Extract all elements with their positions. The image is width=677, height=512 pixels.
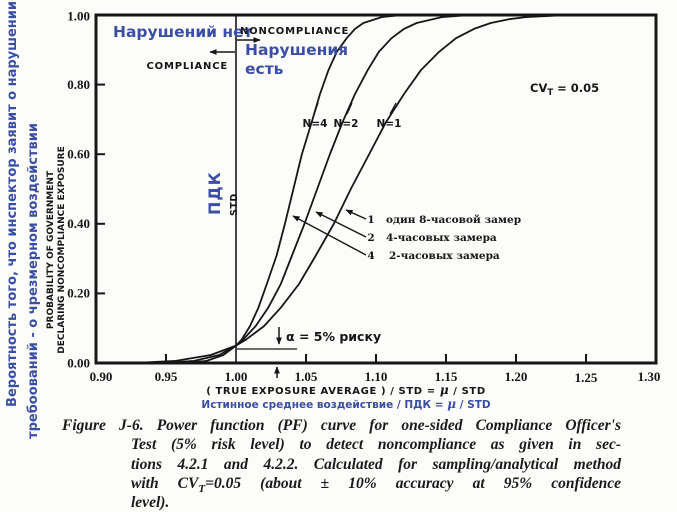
caption-figure-label: Figure J-6. xyxy=(62,417,144,434)
mu-symbol-en: μ xyxy=(440,383,449,397)
legend-arrow-n2 xyxy=(315,211,367,238)
legend-arrow-n1 xyxy=(345,209,367,220)
x-axis-title-english: ( TRUE EXPOSURE AVERAGE ) / STD = μ / ST… xyxy=(206,383,486,397)
alpha-risk-label: α = 5% риску xyxy=(286,329,381,344)
caption-line4-sub: T xyxy=(198,482,206,495)
pdk-label-ru: ПДК xyxy=(205,171,224,215)
caption-line5-text: level). xyxy=(131,494,170,512)
x-axis-en-pre: ( TRUE EXPOSURE AVERAGE ) / STD = xyxy=(206,386,440,397)
caption-line2-text: Test (5% risk level) to detect noncompli… xyxy=(131,436,621,454)
x-tick-label-100: 1.00 xyxy=(225,369,248,384)
x-tick-label-090: 0.90 xyxy=(90,369,113,384)
caption-line1-text: Power function (PF) curve for one-sided … xyxy=(156,417,621,434)
y-tick-label-080: 0.80 xyxy=(67,77,90,92)
y-axis-title-english-line1: PROBABILITY OF GOVERNMENT xyxy=(46,170,56,329)
x-tick-label-120: 1.20 xyxy=(505,369,528,384)
y-tick-label-040: 0.40 xyxy=(67,216,90,231)
no-violations-label-ru: Нарушений нет xyxy=(113,23,253,41)
power-function-curves xyxy=(96,14,656,364)
caption-line-1: Figure J-6. Power function (PF) curve fo… xyxy=(62,416,621,435)
x-axis-ru-post: / STD xyxy=(456,399,491,411)
x-tick-label-095: 0.95 xyxy=(155,369,178,384)
cv-t-sub: T xyxy=(547,88,553,98)
legend-n2-label: 4-часовых замера xyxy=(386,232,497,244)
legend-n4-count: 4 xyxy=(367,250,374,262)
legend-n2-count: 2 xyxy=(367,232,374,244)
x-axis-en-post: / STD xyxy=(449,386,486,397)
curve-label-n1: N=1 xyxy=(377,118,402,130)
curve-label-n4: N=4 xyxy=(303,118,328,130)
legend-arrow-n4 xyxy=(292,215,367,256)
caption-line4-post: =0.05 (about ± 10% accuracy at 95% confi… xyxy=(205,474,621,492)
curve-n1-leader-line xyxy=(389,102,397,115)
y-tick-label-020: 0.20 xyxy=(67,286,90,301)
curve-N=4 xyxy=(96,14,656,364)
caption-line3-text: tions 4.2.1 and 4.2.2. Calculated for sa… xyxy=(131,455,621,473)
curve-n2-leader-line xyxy=(346,102,353,115)
std-label: STD xyxy=(229,193,240,216)
legend-n1-label: один 8-часовой замер xyxy=(386,214,521,226)
x-tick-label-115: 1.15 xyxy=(435,369,458,384)
caption-line-5: level). xyxy=(62,493,621,512)
x-tick-label-130: 1.30 xyxy=(638,369,661,384)
y-axis-title-russian-line2: требоований - о чрезмерном воздействии xyxy=(26,123,41,439)
caption-line-3: tions 4.2.1 and 4.2.2. Calculated for sa… xyxy=(62,455,621,474)
cv-t-annotation: CVT = 0.05 xyxy=(530,81,599,98)
y-tick-label-060: 0.60 xyxy=(67,147,90,162)
cv-t-pre: CV xyxy=(530,81,547,95)
curve-N=2 xyxy=(96,14,656,364)
mu-symbol-ru: μ xyxy=(447,397,456,411)
y-tick-label-000: 0.00 xyxy=(67,356,90,371)
legend-n1-count: 1 xyxy=(367,214,374,226)
violations-label-ru-line2: есть xyxy=(245,60,284,78)
y-tick-label-100: 1.00 xyxy=(67,9,90,24)
x-axis-ru-pre: Истинное среднее воздействие / ПДК = xyxy=(201,399,447,411)
noncompliance-label: NONCOMPLIANCE xyxy=(240,26,349,37)
y-axis-title-russian-line1: Вероятность того, что инспектор заявит о… xyxy=(5,1,20,407)
curve-label-n2: N=2 xyxy=(334,118,359,130)
x-tick-label-125: 1.25 xyxy=(575,370,598,385)
y-axis-title-english-line2: DECLARING NONCOMPLIANCE EXPOSURE xyxy=(57,146,67,353)
cv-t-post: = 0.05 xyxy=(553,81,599,95)
legend-n4-label: 2-часовых замера xyxy=(389,250,500,262)
compliance-label: COMPLIANCE xyxy=(147,61,229,72)
figure-caption: Figure J-6. Power function (PF) curve fo… xyxy=(62,416,621,512)
x-tick-label-105: 1.05 xyxy=(295,369,318,384)
caption-line-2: Test (5% risk level) to detect noncompli… xyxy=(62,435,621,454)
curve-N=1 xyxy=(96,14,656,364)
plot-border xyxy=(94,13,658,365)
x-tick-label-110: 1.10 xyxy=(365,369,388,384)
violations-label-ru-line1: Нарушения xyxy=(245,41,348,59)
caption-line-4: with CVT=0.05 (about ± 10% accuracy at 9… xyxy=(62,474,621,495)
curve-n4-leader-line xyxy=(313,102,319,115)
x-axis-title-russian: Истинное среднее воздействие / ПДК = μ /… xyxy=(201,397,490,411)
caption-line4-pre: with CV xyxy=(131,474,199,492)
